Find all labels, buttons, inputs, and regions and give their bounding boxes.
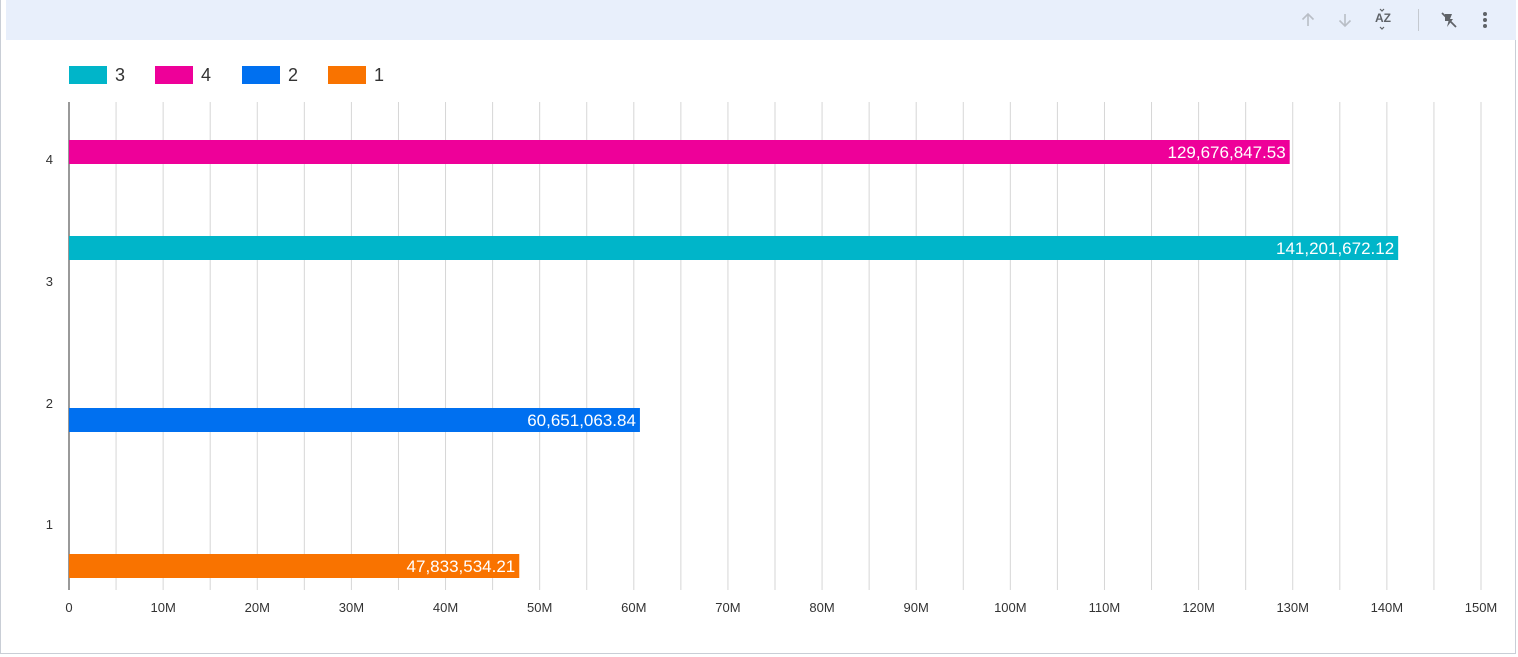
more-options-button[interactable] <box>1473 8 1497 32</box>
legend-label: 1 <box>374 65 385 85</box>
x-tick-label: 40M <box>433 600 458 615</box>
toolbar-separator <box>1418 9 1419 31</box>
data-label: 129,676,847.53 <box>1168 143 1286 162</box>
x-tick-label: 120M <box>1182 600 1215 615</box>
drill-off-icon <box>1441 12 1457 28</box>
more-vert-icon <box>1483 12 1487 28</box>
y-tick-label: 4 <box>46 152 53 167</box>
x-tick-label: 10M <box>150 600 175 615</box>
x-tick-label: 30M <box>339 600 364 615</box>
x-tick-label: 90M <box>904 600 929 615</box>
x-tick-label: 20M <box>245 600 270 615</box>
x-tick-label: 0 <box>65 600 72 615</box>
x-tick-label: 150M <box>1465 600 1498 615</box>
y-tick-label: 3 <box>46 274 53 289</box>
legend-label: 3 <box>115 65 126 85</box>
legend-swatch <box>69 66 107 84</box>
arrow-up-icon <box>1301 12 1315 26</box>
bar-4 <box>69 140 1290 164</box>
bar-3 <box>69 236 1399 260</box>
sort-az-icon: AZ <box>1375 8 1391 30</box>
legend-swatch <box>328 66 366 84</box>
drill-toggle-button[interactable] <box>1437 8 1461 32</box>
sort-az-button[interactable]: AZ <box>1372 8 1396 32</box>
sort-descending-button[interactable] <box>1333 8 1357 32</box>
legend-swatch <box>155 66 193 84</box>
x-tick-label: 50M <box>527 600 552 615</box>
data-label: 141,201,672.12 <box>1276 239 1394 258</box>
data-label: 47,833,534.21 <box>407 557 516 576</box>
x-tick-label: 140M <box>1371 600 1404 615</box>
legend-label: 2 <box>288 65 299 85</box>
x-tick-label: 70M <box>715 600 740 615</box>
sort-ascending-button[interactable] <box>1296 8 1320 32</box>
x-tick-label: 110M <box>1089 600 1121 615</box>
arrow-down-icon <box>1338 14 1352 28</box>
x-tick-label: 100M <box>994 600 1027 615</box>
legend-label: 4 <box>201 65 212 85</box>
legend-swatch <box>242 66 280 84</box>
x-tick-label: 60M <box>621 600 646 615</box>
x-tick-label: 80M <box>809 600 834 615</box>
y-tick-label: 2 <box>46 396 53 411</box>
x-tick-label: 130M <box>1276 600 1309 615</box>
chart-toolbar: AZ <box>6 0 1516 40</box>
bar-2 <box>69 408 640 432</box>
bar-1 <box>69 554 520 578</box>
y-tick-label: 1 <box>46 517 53 532</box>
sort-az-text: AZ <box>1375 11 1391 25</box>
data-label: 60,651,063.84 <box>527 411 636 430</box>
